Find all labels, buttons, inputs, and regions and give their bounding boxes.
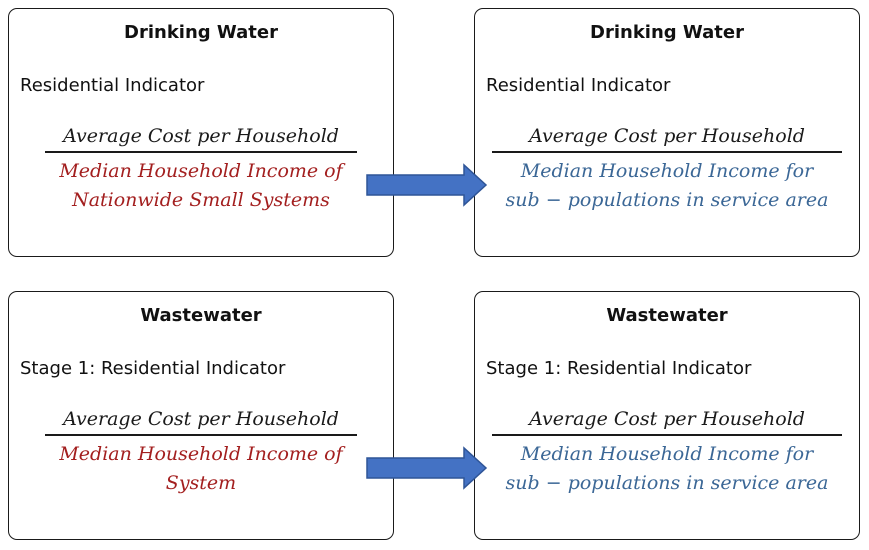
box-title: Wastewater: [140, 305, 262, 326]
fraction-denominator-line2: Nationwide Small Systems: [72, 188, 330, 211]
fraction-denominator-line2: System: [165, 471, 237, 494]
fraction-bar: [45, 151, 357, 153]
drinking-water-arrow-icon: [366, 163, 488, 207]
wastewater-arrow-icon: [366, 446, 488, 490]
box-subtitle: Residential Indicator: [486, 75, 671, 96]
wastewater-proposed-box: Wastewater Stage 1: Residential Indicato…: [474, 291, 860, 540]
box-subtitle: Stage 1: Residential Indicator: [20, 358, 286, 379]
fraction: Average Cost per Household Median Househ…: [9, 406, 393, 498]
fraction: Average Cost per Household Median Househ…: [475, 123, 859, 215]
fraction-numerator: Average Cost per Household: [529, 408, 805, 430]
wastewater-current-box: Wastewater Stage 1: Residential Indicato…: [8, 291, 394, 540]
box-subtitle: Stage 1: Residential Indicator: [486, 358, 752, 379]
fraction-denominator-line2: sub − populations in service area: [505, 471, 829, 494]
fraction-numerator: Average Cost per Household: [63, 408, 339, 430]
fraction-numerator: Average Cost per Household: [529, 125, 805, 147]
fraction-bar: [45, 434, 357, 436]
box-subtitle: Residential Indicator: [20, 75, 205, 96]
fraction-denominator-line2: sub − populations in service area: [505, 188, 829, 211]
drinking-water-proposed-box: Drinking Water Residential Indicator Ave…: [474, 8, 860, 257]
fraction-denominator-line1: Median Household Income for: [520, 159, 814, 182]
fraction-bar: [492, 434, 842, 436]
fraction-numerator: Average Cost per Household: [63, 125, 339, 147]
box-title: Drinking Water: [124, 22, 278, 43]
fraction: Average Cost per Household Median Househ…: [475, 406, 859, 498]
fraction: Average Cost per Household Median Househ…: [9, 123, 393, 215]
box-title: Wastewater: [606, 305, 728, 326]
fraction-bar: [492, 151, 842, 153]
fraction-denominator-line1: Median Household Income of: [59, 442, 343, 465]
drinking-water-current-box: Drinking Water Residential Indicator Ave…: [8, 8, 394, 257]
box-title: Drinking Water: [590, 22, 744, 43]
fraction-denominator-line1: Median Household Income of: [59, 159, 343, 182]
fraction-denominator-line1: Median Household Income for: [520, 442, 814, 465]
